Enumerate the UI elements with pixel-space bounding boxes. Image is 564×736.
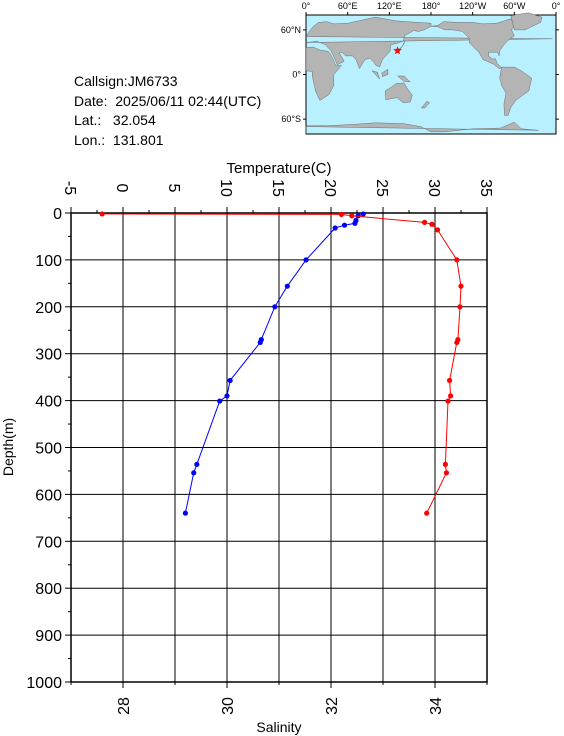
japan-landmass xyxy=(396,40,405,51)
salinity-data-point xyxy=(338,211,344,218)
temperature-data-point xyxy=(360,211,366,217)
depth-tick-label: 1000 xyxy=(26,675,62,692)
salinity-data-point xyxy=(422,219,428,225)
temperature-tick-label: 30 xyxy=(425,179,442,197)
salinity-profile-line xyxy=(102,213,462,514)
salinity-data-point xyxy=(458,283,464,289)
map-latitude-label: 60°N xyxy=(281,25,301,35)
salinity-data-point xyxy=(99,211,105,217)
map-longitude-label: 60°E xyxy=(338,1,358,11)
top-axis-title: Temperature(C) xyxy=(226,160,331,177)
temperature-tick-label: 35 xyxy=(477,179,494,197)
temperature-data-point xyxy=(303,257,309,263)
salinity-data-point xyxy=(442,461,448,467)
map-longitude-label: 120°E xyxy=(377,1,402,11)
temperature-tick-label: 5 xyxy=(165,184,182,193)
temperature-data-point xyxy=(224,393,230,399)
bottom-axis-title: Salinity xyxy=(256,719,301,735)
date-label: Date: 2025/06/11 02:44(UTC) xyxy=(74,92,262,109)
south-america-landmass xyxy=(499,66,532,116)
map-land xyxy=(305,12,553,134)
map-latitude-label: 60°S xyxy=(281,114,301,124)
map-ticks xyxy=(303,12,559,120)
map-longitude-label: 60°W xyxy=(503,1,526,11)
temperature-tick-label: 10 xyxy=(217,179,234,197)
salinity-data-point xyxy=(424,510,430,516)
africa-landmass xyxy=(305,46,342,101)
temperature-tick-label: 15 xyxy=(269,179,286,197)
depth-tick-label: 100 xyxy=(35,253,62,270)
salinity-data-point xyxy=(349,213,355,219)
temperature-data-point xyxy=(332,225,338,231)
temperature-data-point xyxy=(217,398,223,404)
salinity-data-point xyxy=(448,393,454,399)
salinity-data-point xyxy=(454,339,460,346)
map-latitude-label: 0° xyxy=(292,70,301,80)
latitude-label: Lat.: 32.054 xyxy=(74,112,156,128)
depth-tick-label: 400 xyxy=(35,394,62,411)
depth-tick-label: 900 xyxy=(35,628,62,645)
callsign-label: Callsign:JM6733 xyxy=(74,73,178,89)
temperature-tick-label: 0 xyxy=(113,184,130,193)
depth-tick-label: 600 xyxy=(35,487,62,504)
temperature-tick-label: 20 xyxy=(321,179,338,197)
station-info: Callsign:JM6733 Date: 2025/06/11 02:44(U… xyxy=(74,72,261,150)
salinity-data-point xyxy=(454,257,460,263)
salinity-data-point xyxy=(429,221,435,227)
antarctica-landmass xyxy=(305,121,539,134)
salinity-data-point xyxy=(443,470,450,476)
salinity-data-point xyxy=(446,377,453,384)
map-longitude-label: 0° xyxy=(552,1,561,11)
salinity-data-point xyxy=(445,398,451,404)
depth-tick-label: 700 xyxy=(35,534,62,551)
temperature-tick-label: -5 xyxy=(61,181,78,195)
depth-tick-label: 800 xyxy=(35,581,62,598)
temperature-data-point xyxy=(352,220,358,226)
map-longitude-label: 180° xyxy=(422,1,441,11)
location-map: 0° 60°E 120°E 180° 120°W 60°W 0° 60°N 0° 60°S xyxy=(281,1,561,135)
plot-grid xyxy=(71,213,487,682)
greenland-landmass xyxy=(510,12,543,31)
australia-landmass xyxy=(384,82,413,104)
depth-tick-label: 0 xyxy=(53,206,62,223)
salinity-tick-label: 30 xyxy=(220,697,237,715)
eurasia-landmass xyxy=(305,16,553,70)
temperature-tick-label: 25 xyxy=(373,179,390,197)
sumatra-landmass xyxy=(371,70,380,80)
depth-tick-label: 300 xyxy=(35,347,62,364)
temperature-data-point xyxy=(355,213,361,219)
depth-tick-label: 200 xyxy=(35,300,62,317)
longitude-label: Lon.: 131.801 xyxy=(74,131,164,148)
axis-ticks xyxy=(65,207,488,688)
temperature-data-point xyxy=(257,339,263,346)
map-longitude-label: 0° xyxy=(302,1,311,11)
depth-tick-label: 500 xyxy=(35,441,62,458)
temperature-data-point xyxy=(272,304,278,310)
temperature-data-point xyxy=(341,222,348,228)
temperature-data-point xyxy=(194,461,200,467)
new-guinea-landmass xyxy=(397,75,411,83)
salinity-tick-label: 34 xyxy=(428,697,445,715)
station-marker-icon xyxy=(393,46,402,55)
north-america-landmass xyxy=(430,18,515,69)
y-axis-title: Depth(m) xyxy=(0,418,16,476)
temperature-data-point xyxy=(191,470,197,476)
borneo-landmass xyxy=(381,68,389,77)
salinity-tick-label: 32 xyxy=(324,697,341,715)
temperature-data-point xyxy=(227,377,233,384)
salinity-tick-label: 28 xyxy=(116,697,133,715)
salinity-data-point xyxy=(457,304,463,310)
map-longitude-label: 120°W xyxy=(459,1,487,11)
salinity-data-point xyxy=(435,227,441,233)
new-zealand-landmass xyxy=(420,101,430,109)
temperature-profile-line xyxy=(184,213,364,514)
temperature-data-point xyxy=(284,283,290,289)
temperature-data-point xyxy=(182,510,188,516)
